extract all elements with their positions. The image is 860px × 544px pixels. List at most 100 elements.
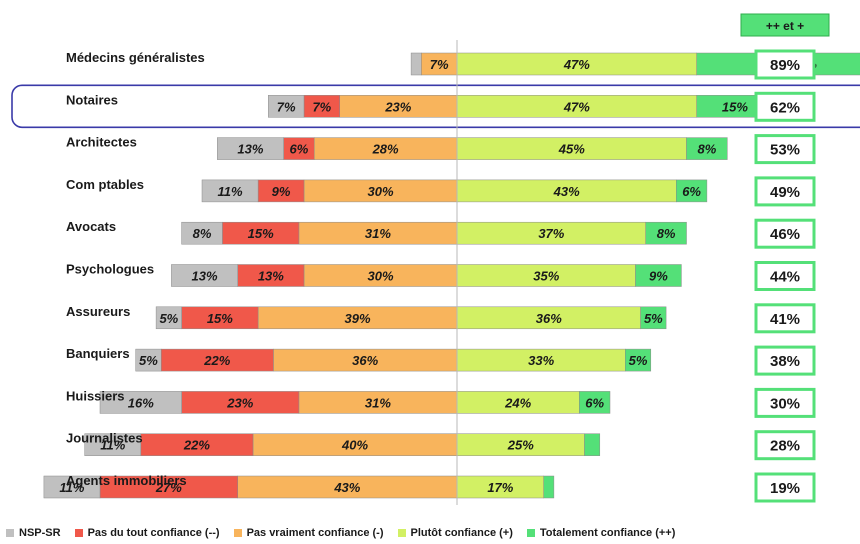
data-label: 28% [372,142,399,157]
total-value: 38% [770,353,800,370]
bar-segment [543,475,555,499]
legend-item: Totalement confiance (++) [526,527,675,539]
bar-segment [635,264,682,287]
legend-item: Pas vraiment confiance (-) [233,527,384,539]
data-label: 40% [341,438,368,453]
bar-segment [181,221,223,245]
diverging-bar-chart: Médecins généralistes7%47%42%Notaires23%… [11,13,860,505]
data-label: 27% [155,480,182,495]
data-label: 43% [333,480,360,495]
total-box [754,134,816,165]
category-label: Assureurs [66,304,130,319]
data-label: 33% [528,353,554,368]
data-label: 30% [367,269,393,284]
data-label: 37% [538,226,564,241]
data-label: 5% [139,353,158,368]
data-label: 5% [644,311,663,326]
bar-segment [584,433,601,456]
category-label: Médecins généralistes [66,50,205,65]
category-label: Huissiers [66,388,125,403]
category-label: Psychologues [66,262,154,277]
total-value: 62% [770,99,800,116]
data-label: 7% [430,57,449,72]
total-header-box [740,13,830,37]
data-label: 30% [367,184,393,199]
category-label: Journalistes [66,431,143,446]
bar-segment [686,137,728,160]
category-label: Com ptables [66,177,144,192]
data-label: 6% [585,395,604,410]
data-label: 31% [365,395,391,410]
bar-segment [640,306,667,330]
total-value: 44% [770,269,800,286]
data-label: 25% [507,438,534,453]
category-label: Agents immobiliers [66,473,187,488]
total-box [754,430,816,461]
data-label: 5% [159,311,178,326]
legend-label: Plutôt confiance (+) [410,527,513,539]
legend-label: Pas vraiment confiance (-) [246,527,384,539]
chart-legend: NSP-SR Pas du tout confiance (--) Pas vrai… [0,522,860,544]
bar-segment [84,433,142,456]
bar-segment [579,391,611,414]
data-label: 9% [272,184,291,199]
data-label: 11% [100,438,125,453]
bar-segment [645,221,687,245]
data-label: 23% [226,395,253,410]
category-label: Architectes [66,135,137,150]
highlight-row-frame [11,84,860,129]
legend-item: Pas du tout confiance (--) [74,527,220,539]
data-label: 13% [258,269,284,284]
legend-item: NSP-SR [6,527,61,539]
data-label: 13% [192,269,218,284]
data-label: 45% [558,142,585,157]
data-label: 15% [248,226,274,241]
category-label: Notaires [66,92,118,107]
data-label: 8% [698,142,717,157]
data-label: 24% [504,395,531,410]
data-label: 36% [536,311,562,326]
total-box [754,218,816,249]
bar-segment [217,137,284,160]
category-label: Banquiers [66,346,130,361]
bar-segment [99,391,182,414]
bar-segment [410,52,422,76]
total-box [754,345,816,376]
data-label: 22% [183,438,210,453]
data-label: 23% [384,99,411,114]
total-value: 49% [770,184,800,201]
data-label: 16% [128,395,154,410]
total-header-label: ++ et + [766,19,804,33]
legend-label: Pas du tout confiance (--) [87,527,220,539]
legend-item: Plutôt confiance (+) [397,527,513,539]
total-value: 41% [770,311,800,328]
legend-swatch [74,529,83,537]
bar-segment [43,475,101,499]
data-label: 47% [563,57,590,72]
total-box [754,261,816,291]
data-label: 15% [722,99,748,114]
total-value: 28% [770,438,800,455]
legend-swatch [397,529,406,537]
data-label: 31% [365,226,391,241]
total-box [754,49,816,80]
data-label: 47% [563,99,590,114]
data-label: 22% [203,353,230,368]
data-label: 6% [290,142,309,157]
data-label: 13% [237,142,263,157]
data-label: 43% [553,184,580,199]
data-label: 11% [59,480,84,495]
data-label: 7% [312,99,331,114]
bar-segment [625,348,652,372]
bar-segment [135,348,162,372]
data-label: 39% [345,311,371,326]
data-label: 8% [193,226,212,241]
total-box [754,176,816,207]
data-label: 5% [629,353,648,368]
data-label: 7% [277,99,296,114]
total-box [754,472,816,503]
total-value: 53% [770,142,800,159]
total-box [754,91,816,122]
total-value: 30% [770,395,800,412]
category-label: Avocats [66,219,116,234]
